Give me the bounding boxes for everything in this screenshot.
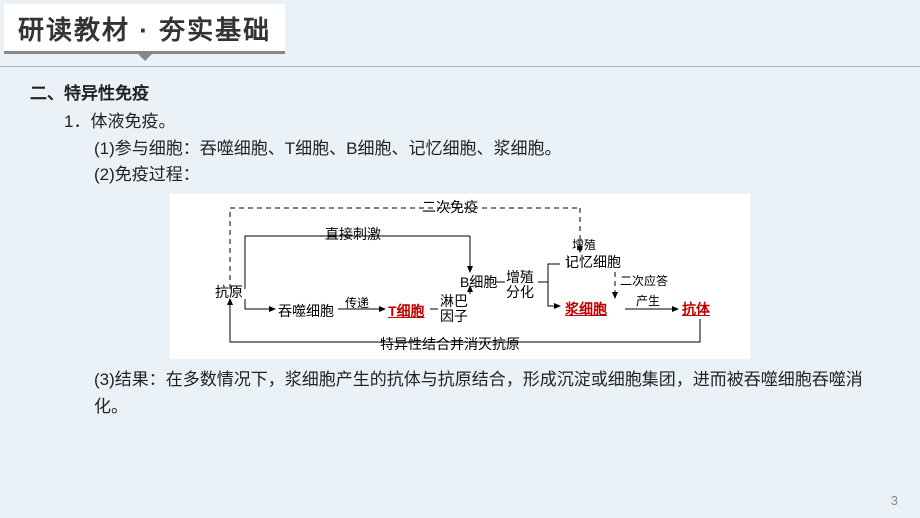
section-name: 特异性免疫 (64, 84, 149, 103)
label-produce: 产生 (636, 292, 660, 311)
page-number: 3 (891, 493, 898, 508)
label-second-resp: 二次应答 (620, 272, 668, 291)
label-prolif-2: 增殖 (572, 236, 596, 255)
label-antibody: 抗体 (682, 299, 710, 321)
label-secondary-immune: 二次免疫 (422, 197, 478, 219)
label-lymphokine-2: 因子 (440, 306, 468, 328)
para-1: (1)参与细胞：吞噬细胞、T细胞、B细胞、记忆细胞、浆细胞。 (30, 136, 890, 162)
para-2: (2)免疫过程： (30, 162, 890, 188)
section-title: 二、特异性免疫 (30, 81, 890, 107)
slide-header: 研读教材 · 夯实基础 (4, 4, 285, 54)
item-1-title: 1．体液免疫。 (30, 109, 890, 135)
para-3: (3)结果：在多数情况下，浆细胞产生的抗体与抗原结合，形成沉淀或细胞集团，进而被… (30, 367, 890, 420)
label-direct-stim: 直接刺激 (325, 224, 381, 246)
header-arrow-icon (137, 53, 153, 61)
label-transfer: 传递 (345, 294, 369, 313)
diagram-container: 二次免疫 直接刺激 抗原 吞噬细胞 传递 T细胞 淋巴 因子 B细胞 增殖 分化… (170, 194, 750, 359)
section-num: 二、 (30, 84, 64, 103)
label-b-cell: B细胞 (460, 272, 497, 294)
label-specific-bind: 特异性结合并消灭抗原 (380, 334, 520, 356)
label-plasma-cell: 浆细胞 (565, 299, 607, 321)
header-title: 研读教材 · 夯实基础 (18, 15, 271, 45)
label-memory-cell: 记忆细胞 (565, 252, 621, 274)
label-diff-1: 分化 (506, 282, 534, 304)
flowchart-diagram: 二次免疫 直接刺激 抗原 吞噬细胞 传递 T细胞 淋巴 因子 B细胞 增殖 分化… (170, 194, 750, 359)
item-1-name: 体液免疫。 (90, 112, 175, 131)
label-antigen: 抗原 (215, 282, 243, 304)
label-phagocyte: 吞噬细胞 (278, 301, 334, 323)
label-t-cell: T细胞 (388, 301, 425, 323)
item-1-num: 1． (64, 112, 90, 131)
content-area: 二、特异性免疫 1．体液免疫。 (1)参与细胞：吞噬细胞、T细胞、B细胞、记忆细… (0, 67, 920, 420)
